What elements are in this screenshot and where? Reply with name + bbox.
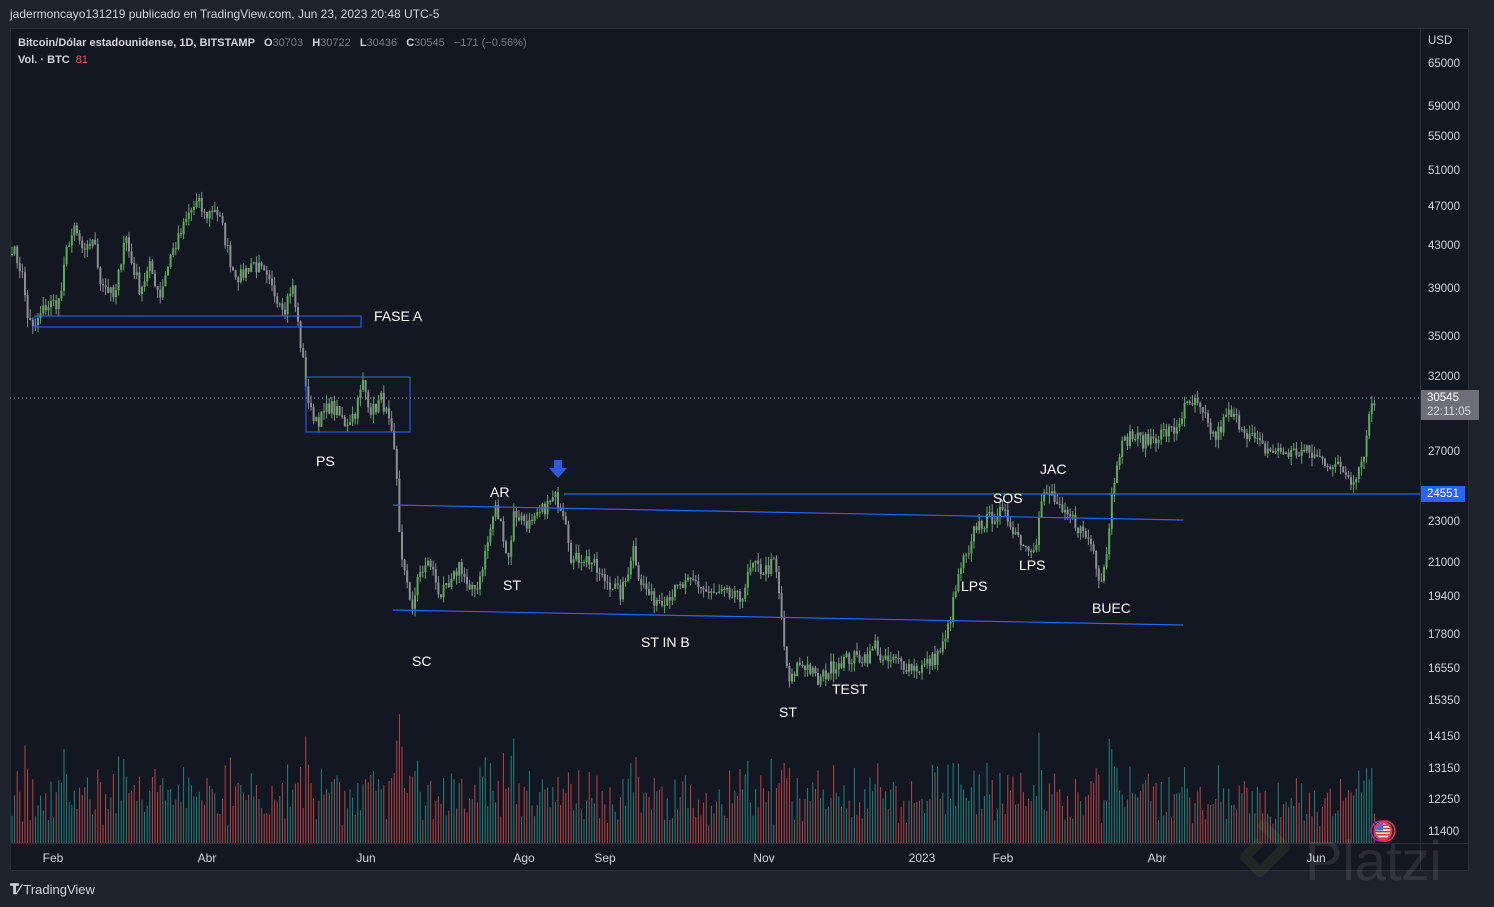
wyckoff-label[interactable]: SC xyxy=(412,653,432,669)
time-tick: Feb xyxy=(992,851,1014,865)
price-tick: 35000 xyxy=(1428,331,1460,343)
price-tick: 55000 xyxy=(1428,131,1460,143)
low-value: 30436 xyxy=(366,37,398,49)
price-tick: 59000 xyxy=(1428,101,1460,113)
price-tick: 16550 xyxy=(1428,663,1460,675)
wyckoff-label[interactable]: JAC xyxy=(1040,461,1067,477)
symbol-legend-row: Bitcoin/Dólar estadounidense, 1D, BITSTA… xyxy=(18,35,527,52)
price-tick: 51000 xyxy=(1428,165,1460,177)
price-tick: 14150 xyxy=(1428,731,1460,743)
time-tick: Nov xyxy=(753,851,775,865)
time-tick: 2023 xyxy=(908,851,936,865)
time-tick: Abr xyxy=(1147,851,1167,865)
wyckoff-label[interactable]: ST IN B xyxy=(641,634,690,650)
price-tick: 47000 xyxy=(1428,201,1460,213)
price-tick: 27000 xyxy=(1428,446,1460,458)
chart-legend: Bitcoin/Dólar estadounidense, 1D, BITSTA… xyxy=(18,35,527,69)
wyckoff-label[interactable]: ST xyxy=(779,704,797,720)
wyckoff-label[interactable]: LPS xyxy=(1019,557,1046,573)
wyckoff-label[interactable]: AR xyxy=(490,484,510,500)
price-tick: 65000 xyxy=(1428,58,1460,70)
right-margin-strip xyxy=(1468,28,1483,871)
price-tick: 17800 xyxy=(1428,629,1460,641)
open-value: 30703 xyxy=(272,37,304,49)
price-tick: 43000 xyxy=(1428,240,1460,252)
close-label: C xyxy=(406,37,415,49)
price-tick: 15350 xyxy=(1428,695,1460,707)
time-tick: Jun xyxy=(1306,851,1326,865)
price-tick: 19400 xyxy=(1428,591,1460,603)
open-label: O xyxy=(264,37,273,49)
current-price-label: 30545 22:11:05 xyxy=(1421,390,1479,420)
time-tick: Jun xyxy=(356,851,376,865)
time-tick: Ago xyxy=(513,851,535,865)
time-tick: Sep xyxy=(594,851,616,865)
currency-label[interactable]: USD xyxy=(1428,35,1453,47)
time-tick: Feb xyxy=(42,851,64,865)
price-tick: 13150 xyxy=(1428,763,1460,775)
price-tick: 32000 xyxy=(1428,371,1460,383)
current-price-value: 30545 xyxy=(1427,392,1459,404)
wyckoff-label[interactable]: LPS xyxy=(961,578,988,594)
low-label: L xyxy=(359,37,367,49)
price-axis-separator xyxy=(1420,28,1421,871)
tradingview-logo-icon[interactable]: 𝐓∕ xyxy=(10,881,20,897)
wyckoff-label[interactable]: ST xyxy=(503,577,521,593)
us-flag-icon[interactable] xyxy=(1368,820,1398,842)
price-tick: 21000 xyxy=(1428,557,1460,569)
price-tick: 11400 xyxy=(1428,826,1460,838)
tradingview-brand[interactable]: TradingView xyxy=(23,882,95,897)
volume-value: 81 xyxy=(75,54,88,66)
horizontal-level-label: 24551 xyxy=(1421,486,1465,502)
time-tick: Abr xyxy=(197,851,217,865)
bar-countdown: 22:11:05 xyxy=(1427,406,1471,418)
wyckoff-label[interactable]: TEST xyxy=(832,681,868,697)
wyckoff-label[interactable]: PS xyxy=(316,453,335,469)
price-tick: 23000 xyxy=(1428,516,1460,528)
high-value: 30722 xyxy=(320,37,351,49)
change-value: −171 (−0.56%) xyxy=(453,37,527,49)
volume-legend-row: Vol. · BTC 81 xyxy=(18,52,527,69)
close-value: 30545 xyxy=(414,37,445,49)
symbol-title[interactable]: Bitcoin/Dólar estadounidense, 1D, BITSTA… xyxy=(18,37,255,49)
high-label: H xyxy=(312,37,321,49)
price-tick: 12250 xyxy=(1428,794,1460,806)
published-header: jadermoncayo131219 publicado en TradingV… xyxy=(10,7,440,21)
wyckoff-label[interactable]: FASE A xyxy=(374,308,423,324)
price-tick: 39000 xyxy=(1428,283,1460,295)
time-axis-separator xyxy=(10,843,1482,844)
wyckoff-label[interactable]: SOS xyxy=(993,490,1023,506)
wyckoff-label[interactable]: BUEC xyxy=(1092,600,1131,616)
volume-label[interactable]: Vol. · BTC xyxy=(18,54,70,66)
tradingview-footer: 𝐓∕ TradingView xyxy=(10,881,95,898)
